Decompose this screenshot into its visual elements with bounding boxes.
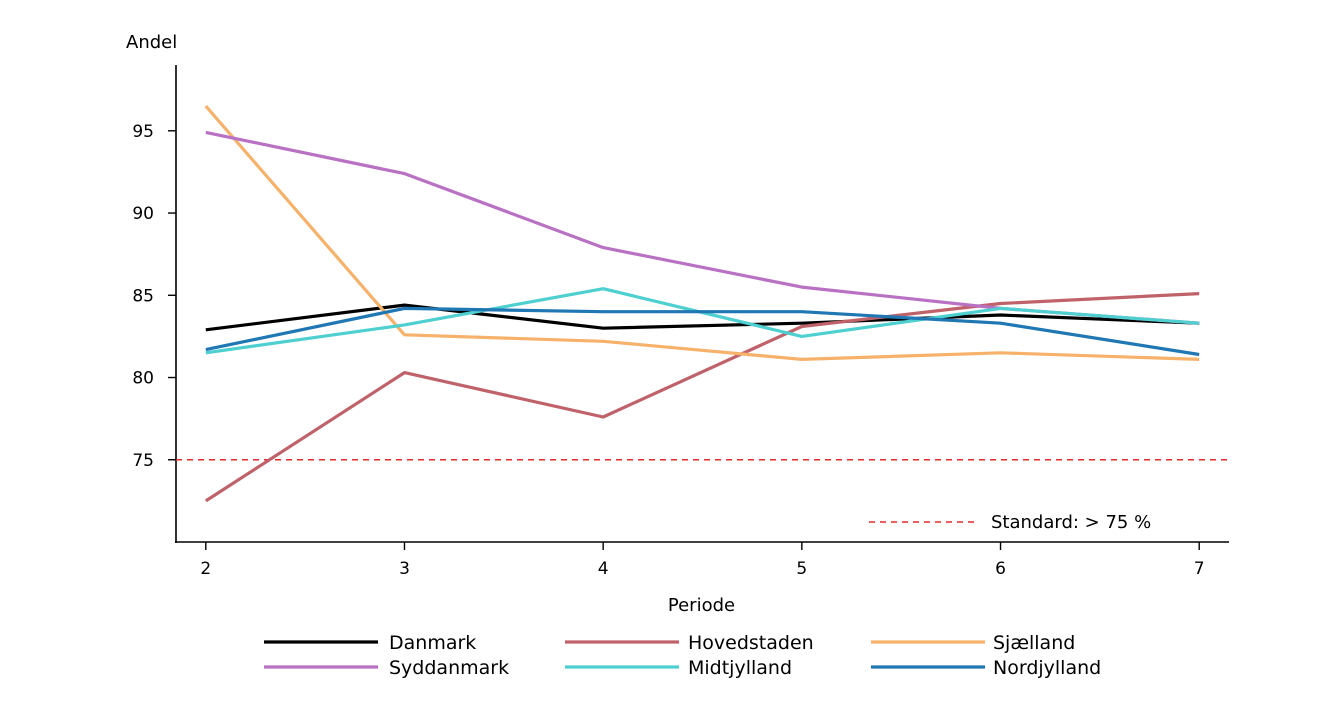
legend-label: Nordjylland <box>993 657 1101 679</box>
legend-label: Danmark <box>389 632 476 654</box>
y-tick-label: 95 <box>132 122 154 142</box>
series-line-sj-lland <box>204 105 1200 361</box>
series-line-danmark <box>205 303 1200 332</box>
series-line-nordjylland <box>205 306 1200 357</box>
x-tick-label: 7 <box>1194 559 1205 579</box>
y-tick-label: 75 <box>132 451 154 471</box>
y-tick-label: 90 <box>132 204 154 224</box>
series-line-midtjylland <box>205 287 1200 355</box>
series-line-hovedstaden <box>204 292 1200 503</box>
legend: Danmark Hovedstaden Sjælland Syddanmark Midt… <box>264 632 1101 679</box>
reference-line-group: Standard: > 75 % <box>176 458 1229 533</box>
series-lines <box>204 105 1200 503</box>
x-tick-label: 5 <box>796 559 807 579</box>
y-axis-title: Andel <box>126 32 177 53</box>
legend-label: Syddanmark <box>389 657 509 679</box>
x-tick-label: 2 <box>200 559 211 579</box>
x-tick-label: 6 <box>995 559 1006 579</box>
y-tick-label: 85 <box>132 286 154 306</box>
x-tick-label: 4 <box>598 559 609 579</box>
legend-label: Sjælland <box>993 632 1075 654</box>
reference-line-label: Standard: > 75 % <box>991 512 1151 533</box>
x-tick-label: 3 <box>399 559 410 579</box>
axes: 75 80 85 90 95 2 3 4 5 6 7 Andel Periode <box>126 32 1229 616</box>
legend-label: Midtjylland <box>688 657 792 679</box>
x-axis-title: Periode <box>668 595 735 616</box>
series-line-syddanmark <box>205 130 1200 325</box>
y-tick-label: 80 <box>132 369 154 389</box>
legend-label: Hovedstaden <box>688 632 814 654</box>
